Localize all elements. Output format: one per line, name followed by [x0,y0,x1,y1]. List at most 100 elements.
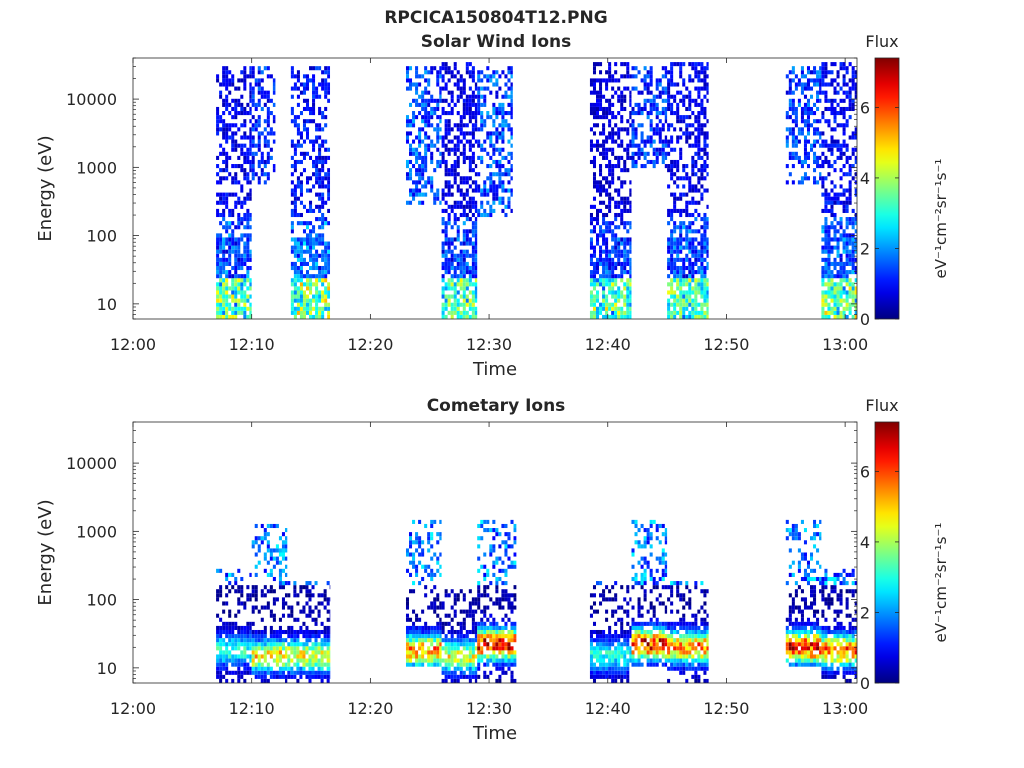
flux-cell [447,310,451,315]
flux-cell [243,601,247,606]
flux-cell [234,621,238,626]
flux-cell [266,646,270,651]
flux-cell [441,135,445,140]
flux-cell [854,131,857,136]
flux-cell [462,314,466,319]
flux-cell [685,306,689,311]
flux-cell [251,544,255,549]
flux-cell [219,568,223,573]
flux-cell [465,634,469,639]
flux-cell [240,306,244,311]
flux-cell [315,159,319,165]
flux-cell [433,609,437,614]
flux-cell [848,106,852,112]
flux-cell [839,310,843,315]
flux-cell [447,654,451,659]
flux-cell [260,159,264,165]
flux-cell [480,638,484,643]
flux-cell [480,625,484,630]
flux-cell [842,82,846,87]
y-tick-label: 10000 [66,90,117,109]
flux-cell [308,674,312,679]
flux-cell [293,585,297,590]
flux-cell [631,119,635,124]
flux-cell [697,151,701,156]
flux-cell [468,654,472,659]
flux-cell [643,86,647,91]
flux-cell [251,90,255,95]
flux-cell [821,298,825,303]
flux-cell [592,180,597,185]
flux-cell [290,613,294,618]
flux-cell [813,168,817,173]
flux-cell [222,123,226,128]
flux-cell [456,658,460,663]
flux-cell [317,666,321,671]
flux-cell [673,221,677,226]
flux-cell [421,168,425,173]
flux-cell [320,654,324,659]
flux-cell [688,298,692,303]
flux-cell [320,638,324,643]
flux-cell [456,257,460,262]
flux-cell [706,265,709,271]
flux-cell [471,196,475,201]
flux-cell [830,188,834,193]
flux-cell [305,638,309,643]
flux-cell [436,560,440,565]
flux-cell [243,294,247,299]
flux-cell [320,621,324,626]
flux-cell [626,143,630,148]
flux-cell [510,131,513,136]
flux-cell [599,261,603,266]
flux-cell [785,90,789,95]
flux-cell [813,119,817,124]
flux-cell [608,225,612,230]
flux-cell [471,646,475,651]
flux-cell [507,172,511,177]
flux-cell [486,188,490,193]
flux-cell [477,155,481,160]
flux-cell [424,568,428,573]
flux-cell [222,119,226,124]
flux-cell [321,298,325,303]
flux-cell [436,106,440,112]
flux-cell [281,629,285,635]
flux-cell [819,164,822,169]
flux-cell [462,212,466,218]
flux-cell [608,278,612,283]
flux-cell [842,127,846,132]
flux-cell [257,654,261,659]
flux-cell [495,94,499,99]
flux-cell [444,646,448,651]
flux-cell [620,306,624,311]
flux-cell [839,62,843,67]
flux-cell [263,629,267,635]
flux-cell [254,523,258,529]
flux-cell [441,670,445,675]
flux-cell [623,270,627,275]
flux-cell [667,143,671,148]
flux-cell [222,82,226,87]
flux-cell [225,290,229,295]
flux-cell [287,658,291,663]
flux-cell [275,654,279,659]
flux-cell [507,151,511,156]
flux-cell [405,662,410,667]
flux-cell [216,597,220,602]
flux-cell [231,147,235,152]
flux-cell [327,270,331,275]
flux-cell [231,678,235,683]
flux-cell [664,66,668,71]
flux-cell [813,78,817,83]
flux-cell [305,98,310,103]
flux-cell [228,225,232,230]
flux-cell [626,286,630,291]
flux-cell [626,74,630,79]
flux-cell [444,302,448,307]
flux-cell [309,286,313,291]
flux-cell [240,143,244,148]
flux-cell [405,650,410,655]
flux-cell [216,208,220,213]
flux-cell [240,111,244,116]
